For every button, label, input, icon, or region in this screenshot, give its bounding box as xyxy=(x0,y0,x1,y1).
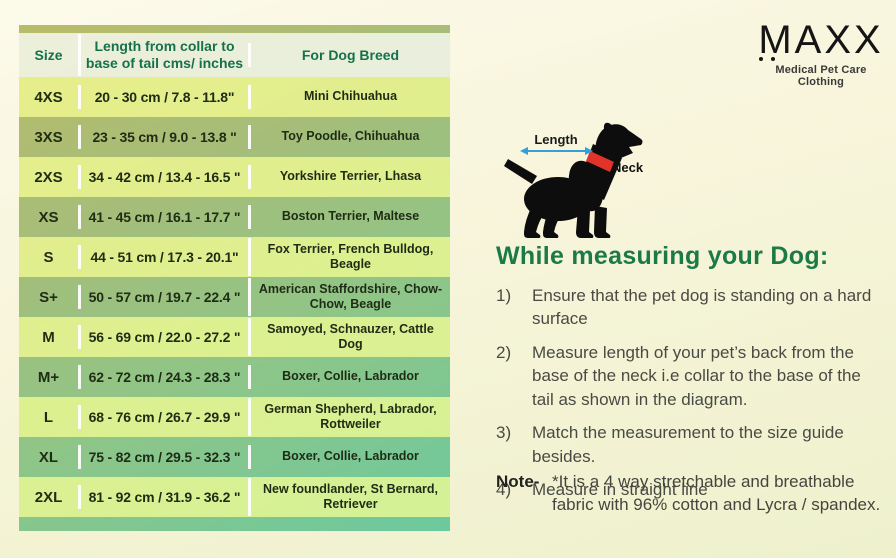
length-label: Length xyxy=(534,132,577,147)
size-cell: XS xyxy=(38,208,59,226)
maxx-logo: MAXX Medical Pet Care Clothing xyxy=(752,20,890,88)
instruction-item: 3) Match the measurement to the size gui… xyxy=(496,421,886,468)
table-row: XS 41 - 45 cm / 16.1 - 17.7 " Boston Ter… xyxy=(19,197,450,237)
dog-measurement-diagram: Length Neck xyxy=(498,114,670,246)
size-cell: XL xyxy=(38,448,59,466)
length-cell: 56 - 69 cm / 22.0 - 27.2 " xyxy=(78,325,248,349)
length-cell: 20 - 30 cm / 7.8 - 11.8" xyxy=(78,85,248,109)
size-cell: S xyxy=(43,248,54,266)
breed-cell: German Shepherd, Labrador, Rottweiler xyxy=(248,397,450,437)
size-cell: M xyxy=(42,328,55,346)
header-size: Size xyxy=(34,46,63,63)
breed-cell: Boston Terrier, Maltese xyxy=(248,205,450,229)
item-text: Measure length of your pet’s back from t… xyxy=(532,342,861,409)
logo-dots xyxy=(759,57,779,61)
section-heading: While measuring your Dog: xyxy=(496,242,829,270)
breed-cell: New foundlander, St Bernard, Retriever xyxy=(248,477,450,517)
item-text: Match the measurement to the size guide … xyxy=(532,423,844,466)
breed-cell: Boxer, Collie, Labrador xyxy=(248,445,450,469)
length-cell: 34 - 42 cm / 13.4 - 16.5 " xyxy=(78,165,248,189)
breed-cell: Samoyed, Schnauzer, Cattle Dog xyxy=(248,317,450,357)
header-breed: For Dog Breed xyxy=(248,42,450,68)
length-cell: 62 - 72 cm / 24.3 - 28.3 " xyxy=(78,365,248,389)
instruction-item: 2) Measure length of your pet’s back fro… xyxy=(496,341,886,411)
size-cell: 2XL xyxy=(34,488,63,506)
item-number: 2) xyxy=(496,342,512,362)
instructions-list: 1) Ensure that the pet dog is standing o… xyxy=(496,284,886,512)
size-cell: 4XS xyxy=(34,88,63,106)
size-cell: L xyxy=(43,408,54,426)
breed-cell: Fox Terrier, French Bulldog, Beagle xyxy=(248,237,450,277)
dog-tail-shape xyxy=(504,159,537,184)
length-cell: 23 - 35 cm / 9.0 - 13.8 " xyxy=(78,125,248,149)
note-label: Note- xyxy=(496,472,540,491)
size-cell: M+ xyxy=(37,368,60,386)
length-cell: 41 - 45 cm / 16.1 - 17.7 " xyxy=(78,205,248,229)
breed-cell: Boxer, Collie, Labrador xyxy=(248,365,450,389)
dog-collar-shape xyxy=(586,151,614,172)
length-cell: 75 - 82 cm / 29.5 - 32.3 " xyxy=(78,445,248,469)
logo-text: MAXX xyxy=(758,18,884,62)
item-number: 3) xyxy=(496,423,512,443)
logo-subtitle: Medical Pet Care Clothing xyxy=(775,64,867,88)
length-cell: 68 - 76 cm / 26.7 - 29.9 " xyxy=(78,405,248,429)
table-row: M 56 - 69 cm / 22.0 - 27.2 " Samoyed, Sc… xyxy=(19,317,450,357)
length-cell: 81 - 92 cm / 31.9 - 36.2 " xyxy=(78,485,248,509)
instruction-item: 4) Measure in straight line xyxy=(496,478,886,501)
item-number: 4) xyxy=(496,480,512,500)
breed-cell: Mini Chihuahua xyxy=(248,85,450,109)
table-row: 4XS 20 - 30 cm / 7.8 - 11.8" Mini Chihua… xyxy=(19,77,450,117)
note: Note- *It is a 4 way stretchable and bre… xyxy=(496,470,892,517)
neck-label: Neck xyxy=(612,160,644,175)
table-row: 2XL 81 - 92 cm / 31.9 - 36.2 " New found… xyxy=(19,477,450,517)
length-arrow-icon xyxy=(520,147,593,155)
size-cell: 3XS xyxy=(34,128,63,146)
table-row: XL 75 - 82 cm / 29.5 - 32.3 " Boxer, Col… xyxy=(19,437,450,477)
header-length: Length from collar to base of tail cms/ … xyxy=(78,34,248,76)
size-cell: S+ xyxy=(39,288,58,306)
length-cell: 50 - 57 cm / 19.7 - 22.4 " xyxy=(78,285,248,309)
note-text: *It is a 4 way stretchable and breathabl… xyxy=(552,472,881,515)
size-cell: 2XS xyxy=(34,168,63,186)
table-row: 2XS 34 - 42 cm / 13.4 - 16.5 " Yorkshire… xyxy=(19,157,450,197)
instruction-item: 1) Ensure that the pet dog is standing o… xyxy=(496,284,886,331)
table-row: 3XS 23 - 35 cm / 9.0 - 13.8 " Toy Poodle… xyxy=(19,117,450,157)
table-header-row: Size Length from collar to base of tail … xyxy=(19,33,450,77)
table-row: S 44 - 51 cm / 17.3 - 20.1" Fox Terrier,… xyxy=(19,237,450,277)
table-row: L 68 - 76 cm / 26.7 - 29.9 " German Shep… xyxy=(19,397,450,437)
table-row: M+ 62 - 72 cm / 24.3 - 28.3 " Boxer, Col… xyxy=(19,357,450,397)
item-text: Ensure that the pet dog is standing on a… xyxy=(532,286,872,329)
item-text: Measure in straight line xyxy=(532,480,708,500)
table-row: S+ 50 - 57 cm / 19.7 - 22.4 " American S… xyxy=(19,277,450,317)
dog-silhouette-icon: Length Neck xyxy=(504,122,644,238)
breed-cell: Toy Poodle, Chihuahua xyxy=(248,125,450,149)
item-number: 1) xyxy=(496,286,512,305)
length-cell: 44 - 51 cm / 17.3 - 20.1" xyxy=(78,245,248,269)
breed-cell: American Staffordshire, Chow-Chow, Beagl… xyxy=(248,277,450,317)
breed-cell: Yorkshire Terrier, Lhasa xyxy=(248,165,450,189)
size-guide-table: Size Length from collar to base of tail … xyxy=(19,25,450,531)
